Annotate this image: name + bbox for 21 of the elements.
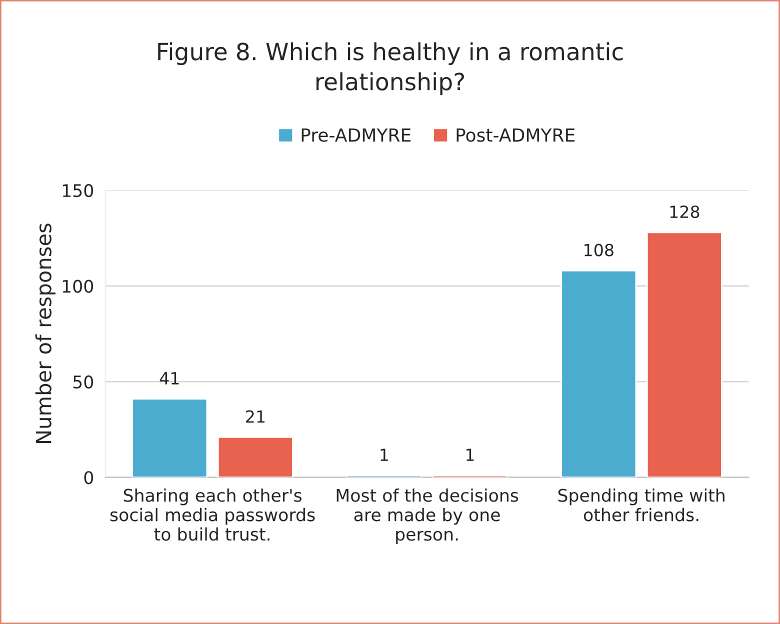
y-tick-label: 50 (73, 375, 94, 389)
bar (132, 398, 208, 478)
bar (646, 232, 722, 478)
bar (217, 436, 294, 478)
data-label: 1 (380, 448, 388, 461)
y-tick-label: 0 (84, 471, 94, 484)
y-axis-title: Number of responses (35, 224, 56, 444)
y-tick-label: 100 (62, 280, 94, 293)
x-tick-label: Most of the decisions are made by one person. (336, 488, 518, 544)
bar (560, 270, 637, 478)
chart-title: Figure 8. Which is healthy in a romantic relationship? (158, 42, 623, 96)
data-label: 41 (160, 372, 179, 384)
legend-label: Post-ADMYRE (456, 128, 575, 142)
data-label: 128 (670, 205, 700, 218)
legend-label: Pre-ADMYRE (302, 128, 411, 142)
x-tick-label: Sharing each other's social media passwords to build trust. (110, 488, 315, 541)
data-label: 21 (246, 410, 265, 423)
data-label: 108 (584, 244, 614, 256)
x-tick-label: Spending time with other friends. (558, 488, 724, 522)
y-tick-label: 150 (62, 184, 94, 198)
data-label: 1 (466, 448, 474, 461)
